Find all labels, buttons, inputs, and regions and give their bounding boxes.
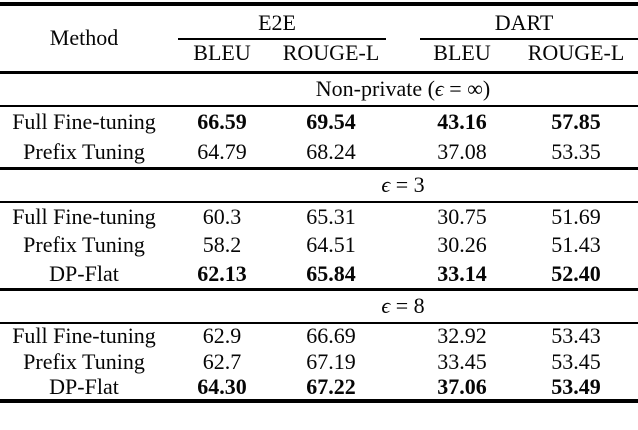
column-spacer xyxy=(386,4,410,72)
column-spacer xyxy=(386,349,410,375)
cell-value: 65.31 xyxy=(306,203,356,229)
infinity-symbol: ∞ xyxy=(467,76,483,102)
cell-value: 53.49 xyxy=(551,374,601,399)
table-header: Method E2E DART BLEU ROUGE-L BLEU ROUGE-… xyxy=(0,4,638,72)
group-header-row: Method E2E DART xyxy=(0,4,638,50)
section-title-row-eps3: ϵ = 3 xyxy=(0,166,638,203)
cell-method: DP-Flat xyxy=(49,260,119,286)
cell-value: 53.35 xyxy=(551,138,601,164)
epsilon-symbol: ϵ xyxy=(434,76,444,102)
results-table: Method E2E DART BLEU ROUGE-L BLEU ROUGE-… xyxy=(0,2,638,404)
section-title-eps3: ϵ = 3 xyxy=(168,166,638,203)
cell-value: 30.75 xyxy=(437,203,487,229)
table-row: Prefix Tuning 62.7 67.19 33.45 53.45 xyxy=(0,349,638,375)
subheader-row: BLEU ROUGE-L BLEU ROUGE-L xyxy=(0,40,638,72)
table-row: Full Fine-tuning 66.59 69.54 43.16 57.85 xyxy=(0,106,638,137)
cell-value: 64.51 xyxy=(306,232,356,258)
table-row: Prefix Tuning 58.2 64.51 30.26 51.43 xyxy=(0,231,638,260)
cell-method: Prefix Tuning xyxy=(23,232,145,258)
equals-sign: = xyxy=(390,172,414,198)
cell-value: 67.19 xyxy=(306,348,356,374)
table-row: DP-Flat 64.30 67.22 37.06 53.49 xyxy=(0,374,638,401)
equals-sign: = xyxy=(443,76,468,102)
method-column-header: Method xyxy=(49,25,119,51)
equals-sign: = xyxy=(390,293,414,319)
section-title-text: Non-private ( xyxy=(315,76,435,102)
cell-value: 52.40 xyxy=(551,260,601,286)
table-row: Full Fine-tuning 62.9 66.69 32.92 53.43 xyxy=(0,323,638,349)
cell-method: Full Fine-tuning xyxy=(12,203,156,229)
subheader-e2e-bleu: BLEU xyxy=(193,40,251,66)
cell-value: 37.08 xyxy=(437,138,487,164)
cell-value: 57.85 xyxy=(551,108,601,134)
epsilon-value: 8 xyxy=(413,293,425,319)
table-row: Full Fine-tuning 60.3 65.31 30.75 51.69 xyxy=(0,202,638,231)
section-title-gap xyxy=(0,287,168,324)
cell-value: 64.30 xyxy=(197,374,247,399)
column-spacer xyxy=(386,323,410,349)
cell-value: 60.3 xyxy=(202,203,242,229)
cell-value: 62.13 xyxy=(197,260,247,286)
column-spacer xyxy=(386,375,410,401)
cell-value: 37.06 xyxy=(437,374,487,399)
epsilon-symbol: ϵ xyxy=(381,293,391,319)
column-spacer xyxy=(386,202,410,231)
cell-value: 51.43 xyxy=(551,232,601,258)
cell-value: 62.7 xyxy=(202,348,242,374)
column-spacer xyxy=(386,260,410,289)
cell-method: Prefix Tuning xyxy=(23,138,145,164)
epsilon-value: 3 xyxy=(413,172,425,198)
cell-value: 66.59 xyxy=(197,108,247,134)
group-header-dart: DART xyxy=(410,4,638,40)
section-title-row-eps8: ϵ = 8 xyxy=(0,287,638,324)
cell-value: 53.45 xyxy=(551,348,601,374)
subheader-e2e-rougel: ROUGE-L xyxy=(282,40,380,66)
section-title-gap xyxy=(0,166,168,203)
cell-value: 43.16 xyxy=(437,108,487,134)
cell-value: 53.43 xyxy=(551,323,601,349)
column-spacer xyxy=(386,137,410,168)
table-row: DP-Flat 62.13 65.84 33.14 52.40 xyxy=(0,260,638,289)
cell-value: 62.9 xyxy=(202,323,242,349)
column-spacer xyxy=(386,106,410,137)
cell-value: 51.69 xyxy=(551,203,601,229)
cell-value: 33.45 xyxy=(437,348,487,374)
cell-value: 66.69 xyxy=(306,323,356,349)
cell-value: 69.54 xyxy=(306,108,356,134)
column-spacer xyxy=(386,231,410,260)
section-title-nonprivate: Non-private (ϵ = ∞) xyxy=(168,72,638,107)
cell-value: 32.92 xyxy=(437,323,487,349)
section-title-gap xyxy=(0,72,168,107)
cell-method: Full Fine-tuning xyxy=(12,323,156,349)
cell-value: 33.14 xyxy=(437,260,487,286)
section-title-row-nonprivate: Non-private (ϵ = ∞) xyxy=(0,72,638,107)
subheader-dart-rougel: ROUGE-L xyxy=(527,40,625,66)
subheader-dart-bleu: BLEU xyxy=(433,40,491,66)
epsilon-symbol: ϵ xyxy=(381,172,391,198)
table-row: Prefix Tuning 64.79 68.24 37.08 53.35 xyxy=(0,137,638,168)
cell-method: DP-Flat xyxy=(49,374,119,399)
cell-value: 58.2 xyxy=(202,232,242,258)
section-title-text: ) xyxy=(482,76,491,102)
group-header-e2e: E2E xyxy=(168,4,387,40)
cell-value: 68.24 xyxy=(306,138,356,164)
cell-method: Prefix Tuning xyxy=(23,348,145,374)
cell-value: 65.84 xyxy=(306,260,356,286)
cell-value: 30.26 xyxy=(437,232,487,258)
cell-value: 64.79 xyxy=(197,138,247,164)
cell-value: 67.22 xyxy=(306,374,356,399)
cell-method: Full Fine-tuning xyxy=(12,108,156,134)
section-title-eps8: ϵ = 8 xyxy=(168,287,638,324)
